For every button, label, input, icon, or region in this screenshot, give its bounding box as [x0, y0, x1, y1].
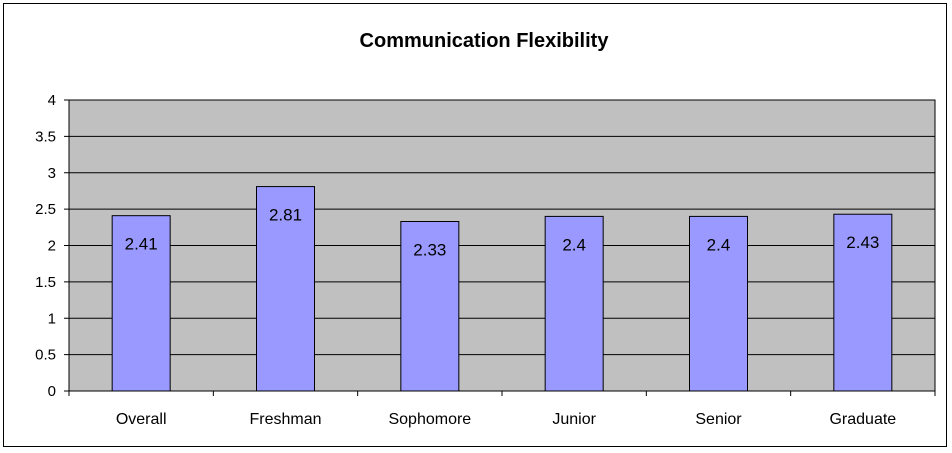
data-label: 2.4	[707, 235, 731, 254]
data-label: 2.41	[125, 235, 158, 254]
x-axis-tick-labels: Overall Freshman Sophomore Junior Senior Grad…	[116, 411, 896, 428]
chart-frame: Communication Flexibility 0 0.5 1 1.5 2 2.5 3 3…	[3, 3, 947, 447]
y-tick-label: 2	[48, 238, 56, 255]
x-tick-label: Junior	[552, 411, 596, 428]
data-label: 2.81	[269, 206, 302, 225]
y-tick-label: 0	[48, 383, 56, 400]
bars	[111, 186, 893, 392]
y-tick-label: 1	[48, 310, 56, 327]
y-tick-label: 1.5	[35, 274, 56, 291]
y-tick-label: 0.5	[35, 347, 56, 364]
x-tick-label: Sophomore	[388, 411, 471, 428]
data-labels: 2.41 2.81 2.33 2.4 2.4 2.43	[125, 206, 880, 260]
y-axis-tick-labels: 0 0.5 1 1.5 2 2.5 3 3.5 4	[35, 92, 56, 400]
axes	[64, 99, 936, 396]
bar-graduate	[833, 213, 893, 392]
bar-chart: Communication Flexibility 0 0.5 1 1.5 2 2.5 3 3…	[35, 30, 936, 428]
bar-senior	[689, 215, 748, 392]
x-tick-label: Overall	[116, 411, 167, 428]
data-label: 2.43	[846, 233, 879, 252]
y-tick-label: 4	[48, 92, 56, 109]
x-tick-label: Freshman	[249, 411, 321, 428]
x-tick-label: Graduate	[829, 411, 896, 428]
x-tick-label: Senior	[695, 411, 742, 428]
data-label: 2.4	[562, 235, 586, 254]
y-tick-label: 3.5	[35, 128, 56, 145]
data-label: 2.33	[413, 240, 446, 259]
y-tick-label: 3	[48, 165, 56, 182]
chart-title: Communication Flexibility	[360, 30, 610, 52]
y-tick-label: 2.5	[35, 201, 56, 218]
